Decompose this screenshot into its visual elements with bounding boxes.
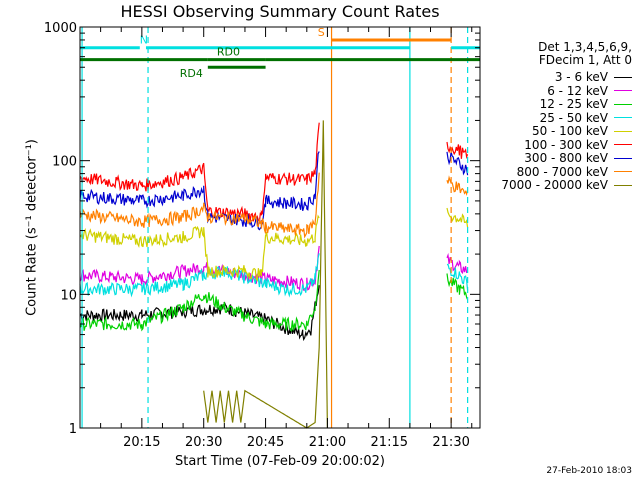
legend-entry-1: 6 - 12 keV [547,84,632,98]
legend-entry-7: 800 - 7000 keV [517,165,632,179]
x-tick-label-5: 21:30 [432,435,469,450]
y-tick-label-0: 1 [69,422,77,437]
legend-entry-label: 800 - 7000 keV [516,164,608,179]
legend-header-line-1: Det 1,3,4,5,6,9, [538,40,632,54]
y-axis-label: Count Rate (s⁻¹ detector⁻¹) [24,139,40,316]
x-tick-label-2: 20:45 [247,435,284,450]
series-line-4-part-1 [446,207,469,228]
flag-label-s: S [318,26,325,39]
legend-swatch [614,184,632,186]
legend-entry-4: 50 - 100 keV [532,124,632,138]
legend-entry-3: 25 - 50 keV [540,111,632,125]
legend-entry-label: 25 - 50 keV [539,110,608,125]
flag-label-rd0: RD0 [217,46,240,59]
flag-label-n: N [140,34,148,47]
legend-swatch [614,76,632,78]
legend-entry-2: 12 - 25 keV [540,97,632,111]
legend-entry-label: 3 - 6 keV [554,70,608,84]
legend-swatch [614,171,632,172]
legend-header-line-2: FDecim 1, Att 0 [538,53,632,67]
generated-timestamp: 27-Feb-2010 18:03 [546,466,632,476]
series-line-6-part-0 [79,151,320,231]
legend-entry-label: 12 - 25 keV [539,97,608,111]
chart-title: HESSI Observing Summary Count Rates [120,2,440,21]
x-tick-label-1: 20:30 [185,435,222,450]
legend-entry-8: 7000 - 20000 keV [501,178,632,192]
series-line-7-part-1 [446,175,469,197]
series-line-1-part-0 [79,245,320,292]
x-tick-label-0: 20:15 [123,435,160,450]
flag-label-rd4: RD4 [180,67,203,80]
legend-swatch [614,144,632,145]
legend-swatch [614,130,632,132]
x-tick-label-3: 21:00 [309,435,346,450]
x-axis-label: Start Time (07-Feb-09 20:00:02) [175,454,385,469]
series-line-5-part-0 [79,122,320,225]
legend-entry-label: 300 - 800 keV [524,151,608,165]
series-line-7-part-0 [79,172,320,239]
legend-swatch [614,157,632,159]
plot-frame [79,26,481,429]
legend-entry-5: 100 - 300 keV [524,138,632,152]
x-tick-label-4: 21:15 [371,435,408,450]
series-line-4-part-0 [79,214,320,282]
y-tick-label-2: 100 [52,155,77,170]
series-line-6-part-1 [446,151,469,176]
legend-swatch [614,117,632,118]
legend-entry-0: 3 - 6 keV [555,70,632,84]
y-tick-label-1: 10 [60,288,77,303]
series-line-3-part-0 [79,253,320,298]
legend-swatch [614,103,632,105]
y-tick-label-3: 1000 [44,21,77,36]
legend-entry-label: 50 - 100 keV [531,124,608,138]
legend-entry-label: 100 - 300 keV [524,137,608,152]
legend-entry-6: 300 - 800 keV [524,151,632,165]
series-line-0-part-0 [79,285,320,342]
series-line-2-part-0 [79,269,320,333]
legend-entry-label: 6 - 12 keV [547,83,608,98]
legend-swatch [614,90,632,91]
legend-entry-label: 7000 - 20000 keV [501,178,608,192]
